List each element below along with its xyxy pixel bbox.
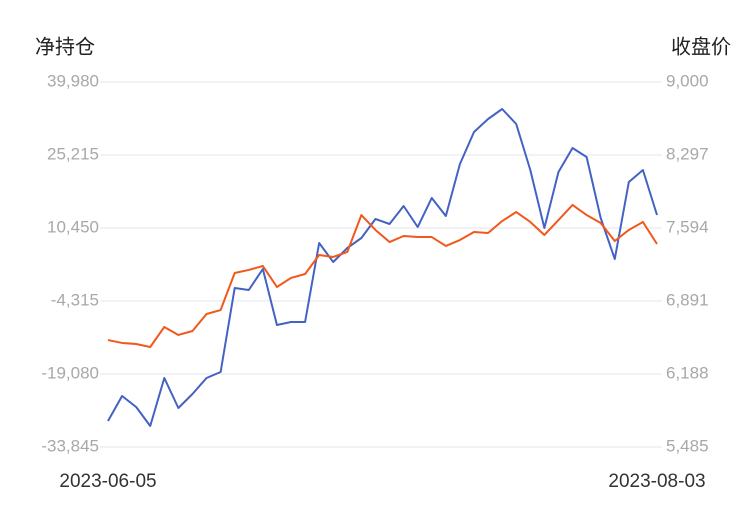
y2-tick-label: 7,594 bbox=[666, 217, 709, 236]
y2-tick-label: 6,188 bbox=[666, 363, 709, 382]
y-tick-label: -33,845 bbox=[41, 436, 99, 455]
x-tick-label: 2023-08-03 bbox=[608, 471, 705, 492]
y-tick-label: 25,215 bbox=[47, 144, 99, 163]
y-axis-title: 净持仓 bbox=[35, 35, 95, 58]
y-tick-label: -19,080 bbox=[41, 363, 99, 382]
y2-tick-label: 9,000 bbox=[666, 71, 709, 90]
y2-axis-title: 收盘价 bbox=[671, 35, 731, 58]
y-tick-label: 10,450 bbox=[47, 217, 99, 236]
y-tick-label: 39,980 bbox=[47, 71, 99, 90]
y2-tick-label: 8,297 bbox=[666, 144, 709, 163]
y2-tick-label: 5,485 bbox=[666, 436, 709, 455]
x-tick-label: 2023-06-05 bbox=[59, 471, 156, 492]
y2-tick-label: 6,891 bbox=[666, 290, 709, 309]
y-tick-label: -4,315 bbox=[51, 290, 99, 309]
series-line bbox=[107, 108, 658, 427]
series-line bbox=[107, 203, 658, 349]
